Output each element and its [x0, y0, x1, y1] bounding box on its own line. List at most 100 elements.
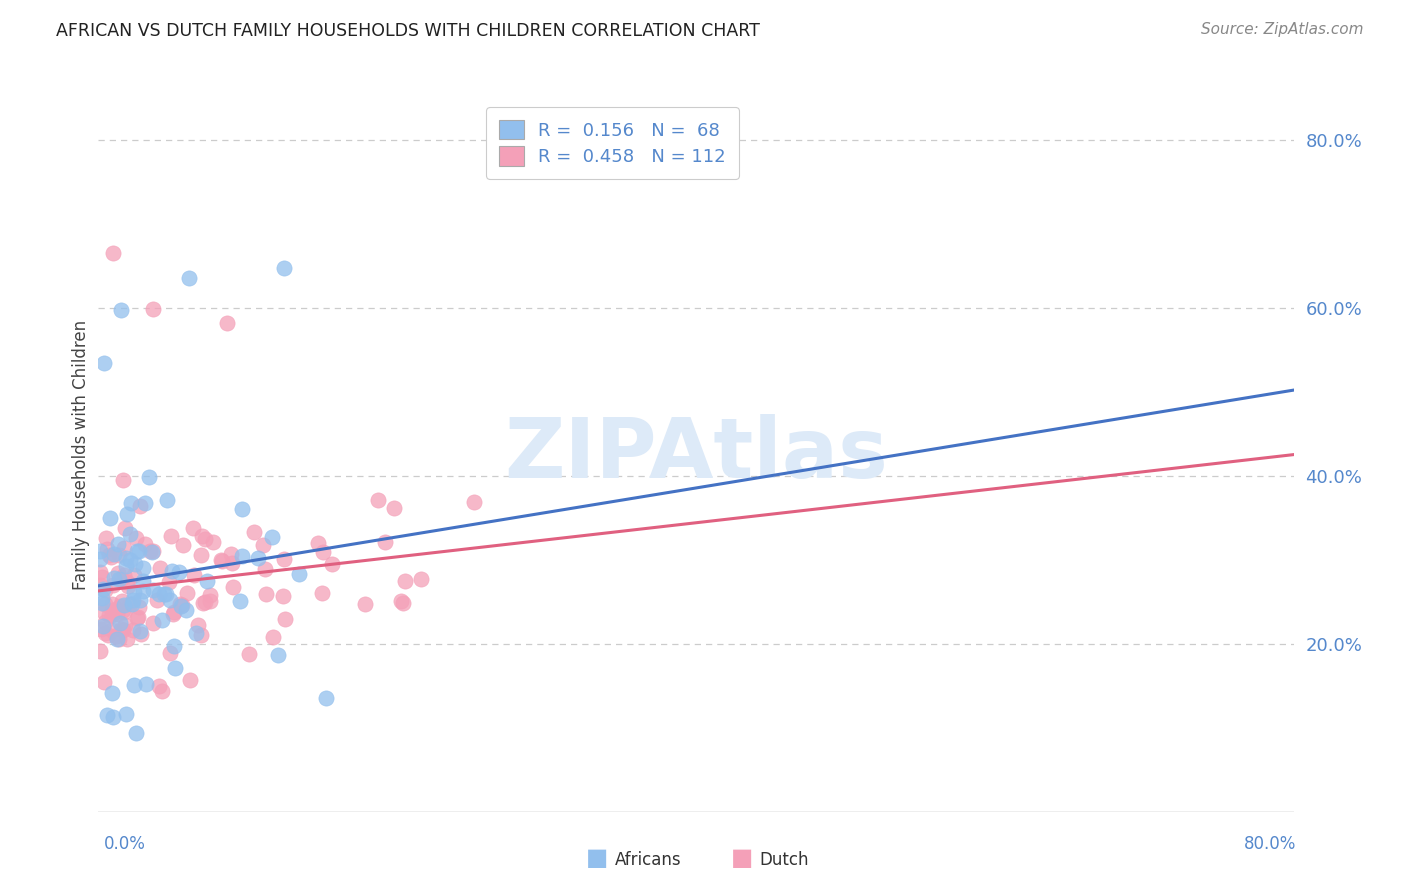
Point: [114, 521, 136, 535]
Point: [128, 600, 150, 615]
Point: [238, 647, 260, 661]
Point: [131, 561, 153, 575]
Point: [124, 585, 146, 599]
Point: [96, 541, 118, 556]
Point: [120, 597, 142, 611]
Point: [159, 592, 181, 607]
Text: ■: ■: [586, 847, 609, 871]
Point: [150, 683, 173, 698]
Point: [91, 619, 114, 633]
Point: [191, 596, 214, 610]
Point: [125, 726, 148, 740]
Point: [90, 596, 112, 610]
Point: [114, 617, 136, 632]
Point: [107, 632, 129, 646]
Point: [108, 548, 131, 562]
Point: [321, 558, 343, 572]
Point: [104, 629, 127, 643]
Point: [134, 537, 156, 551]
Point: [111, 473, 134, 487]
Point: [367, 493, 389, 508]
Point: [202, 535, 225, 549]
Point: [157, 575, 180, 590]
Point: [219, 547, 242, 561]
Point: [179, 673, 201, 688]
Point: [221, 556, 243, 570]
Point: [172, 538, 194, 552]
Text: ■: ■: [731, 847, 754, 871]
Point: [101, 624, 124, 638]
Point: [271, 589, 294, 603]
Point: [152, 614, 174, 628]
Point: [198, 594, 221, 608]
Point: [187, 617, 209, 632]
Point: [89, 544, 111, 558]
Point: [170, 598, 193, 612]
Point: [127, 610, 149, 624]
Point: [97, 549, 120, 563]
Point: [96, 707, 118, 722]
Point: [163, 640, 186, 654]
Point: [190, 548, 212, 562]
Point: [129, 627, 152, 641]
Point: [142, 615, 165, 630]
Point: [94, 531, 117, 545]
Point: [110, 572, 132, 586]
Point: [190, 628, 212, 642]
Point: [162, 607, 184, 621]
Point: [311, 586, 333, 600]
Point: [112, 605, 135, 619]
Point: [134, 496, 156, 510]
Point: [120, 553, 142, 567]
Point: [177, 270, 200, 285]
Text: 0.0%: 0.0%: [104, 835, 146, 853]
Point: [141, 301, 163, 316]
Point: [141, 545, 163, 559]
Point: [98, 511, 121, 525]
Point: [111, 602, 134, 616]
Point: [122, 623, 145, 637]
Point: [374, 535, 396, 549]
Point: [97, 628, 120, 642]
Point: [91, 582, 114, 596]
Point: [138, 470, 160, 484]
Point: [307, 536, 329, 550]
Point: [142, 544, 165, 558]
Point: [266, 648, 288, 662]
Point: [195, 574, 218, 588]
Point: [198, 588, 221, 602]
Point: [354, 597, 377, 611]
Point: [169, 598, 191, 612]
Point: [142, 583, 165, 598]
Point: [90, 570, 112, 584]
Point: [117, 574, 139, 589]
Point: [112, 541, 135, 555]
Point: [153, 587, 176, 601]
Y-axis label: Family Households with Children: Family Households with Children: [72, 320, 90, 590]
Point: [115, 558, 138, 573]
Point: [101, 578, 124, 592]
Point: [97, 607, 120, 622]
Point: [93, 605, 115, 619]
Point: [215, 316, 238, 330]
Point: [120, 527, 142, 541]
Point: [91, 591, 114, 605]
Point: [122, 567, 145, 582]
Point: [111, 594, 134, 608]
Point: [100, 549, 122, 564]
Point: [247, 551, 270, 566]
Point: [394, 574, 416, 588]
Point: [128, 544, 150, 558]
Point: [163, 605, 186, 619]
Point: [101, 686, 124, 700]
Point: [135, 677, 157, 691]
Point: [111, 624, 134, 638]
Point: [183, 568, 205, 582]
Point: [231, 501, 253, 516]
Point: [162, 565, 184, 579]
Point: [167, 565, 190, 579]
Point: [107, 572, 129, 586]
Point: [273, 260, 295, 275]
Point: [127, 544, 149, 558]
Point: [90, 622, 112, 636]
